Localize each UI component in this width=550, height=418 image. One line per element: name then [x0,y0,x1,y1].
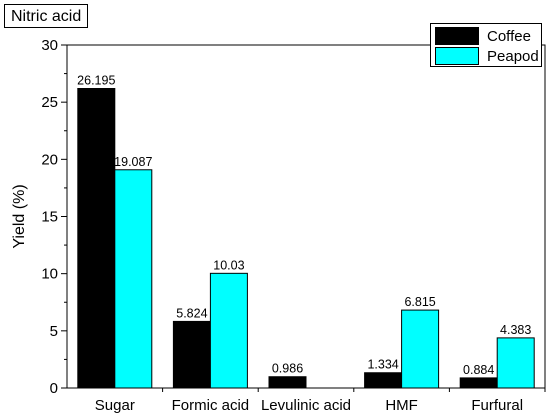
legend-swatch-peapod [435,47,479,65]
y-tick-label: 30 [41,37,58,54]
legend-item-peapod: Peapod [435,46,539,66]
data-label: 1.334 [367,358,398,372]
bar-peapod [114,169,153,389]
x-tick-label: HMF [385,397,418,414]
y-tick-label: 15 [41,209,58,226]
bar-peapod [209,272,248,389]
bar-coffee [459,377,498,389]
legend-item-coffee: Coffee [435,26,531,46]
data-label: 6.815 [404,295,435,309]
y-tick-label: 20 [41,151,58,168]
bar-coffee [77,88,116,389]
legend-label-peapod: Peapod [487,47,539,65]
bar-peapod [496,337,535,389]
chart-title: Nitric acid [4,4,89,28]
data-label: 26.195 [77,74,115,88]
legend: Coffee Peapod [430,23,542,67]
bar-coffee [364,372,403,389]
x-tick-label: Sugar [95,397,135,414]
bar-coffee [172,320,211,389]
bar-peapod [401,309,440,389]
data-label: 4.383 [500,323,531,337]
y-tick-label: 25 [41,94,58,111]
legend-label-coffee: Coffee [487,27,531,45]
legend-swatch-coffee [435,27,479,45]
y-axis-label: Yield (%) [11,184,28,248]
bar-coffee [268,376,307,389]
y-tick-label: 5 [50,323,58,340]
data-label: 0.884 [463,363,494,377]
y-tick-label: 0 [50,380,58,397]
x-tick-label: Formic acid [172,397,250,414]
data-label: 19.087 [114,155,152,169]
data-label: 5.824 [176,306,207,320]
x-tick-label: Furfural [471,397,523,414]
data-label: 10.03 [213,258,244,272]
y-tick-label: 10 [41,266,58,283]
x-tick-label: Levulinic acid [261,397,351,414]
data-label: 0.986 [272,362,303,376]
